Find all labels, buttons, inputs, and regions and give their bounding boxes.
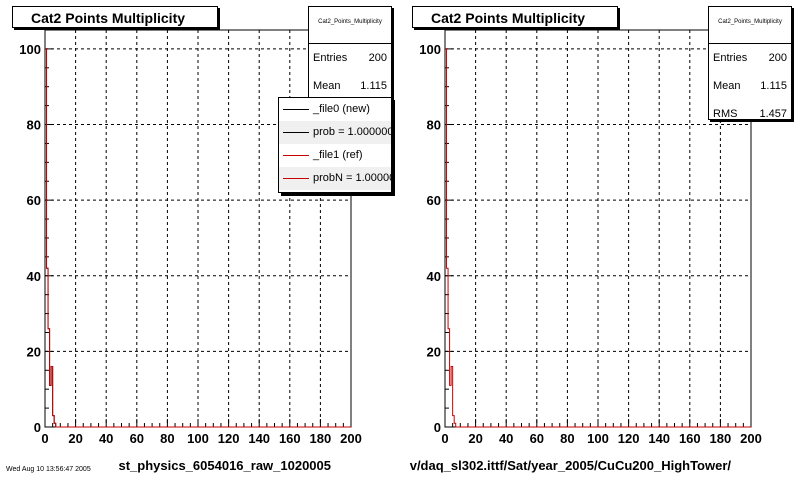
stat-name: RMS — [713, 108, 738, 120]
panel-2-stats-entries: Entries 200 — [709, 44, 791, 72]
panel-2-x-tick-label: 100 — [587, 431, 609, 446]
stat-name: Mean — [713, 80, 741, 92]
legend-item-file1: _file1 (ref) — [279, 144, 391, 167]
panel-1-x-tick-label: 60 — [130, 431, 144, 446]
panel-2-stats-rms: RMS 1.457 — [709, 100, 791, 128]
panel-2-title: Cat2 Points Multiplicity — [412, 6, 618, 28]
legend-item-probn: probN = 1.000000 — [279, 167, 391, 190]
panel-1-x-tick-label: 200 — [340, 431, 362, 446]
panel-1-x-tick-label: 180 — [310, 431, 332, 446]
panel-2-x-tick-label: 140 — [648, 431, 670, 446]
legend-line-black — [283, 132, 309, 133]
panel-2-x-tick-label: 180 — [710, 431, 732, 446]
panel-1-y-tick-label: 20 — [27, 344, 41, 359]
panel-1-x-tick-label: 140 — [248, 431, 270, 446]
panel-1-stats-mean: Mean 1.115 — [309, 72, 391, 100]
panel-1-x-tick-label: 120 — [218, 431, 240, 446]
panel-1-y-tick-label: 100 — [19, 42, 41, 57]
panel-2-title-text: Cat2 Points Multiplicity — [431, 10, 586, 26]
panel-1-y-tick-label: 80 — [27, 118, 41, 133]
panel-2-x-tick-label: 160 — [679, 431, 701, 446]
panel-2-stats-mean: Mean 1.115 — [709, 72, 791, 100]
panel-2-y-tick-label: 100 — [419, 42, 441, 57]
legend-item-prob: prob = 1.000000 — [279, 121, 391, 144]
stat-value: 200 — [768, 52, 787, 64]
panel-1-x-tick-label: 40 — [99, 431, 113, 446]
legend-line-black — [283, 109, 309, 110]
panel-2-stats-header: Cat2_Points_Multiplicity — [709, 7, 791, 44]
panel-1-x-tick-label: 20 — [68, 431, 82, 446]
legend-label: prob = 1.000000 — [313, 126, 392, 138]
panel-2-y-tick-label: 40 — [427, 269, 441, 284]
panel-1-x-tick-label: 100 — [187, 431, 209, 446]
panel-1-y-tick-label: 0 — [34, 420, 41, 435]
stat-name: Entries — [313, 52, 348, 64]
panel-2-y-tick-label: 0 — [434, 420, 441, 435]
stat-name: Mean — [313, 80, 341, 92]
panel-1-series-2-line — [45, 48, 351, 428]
panel-1-legend: _file0 (new) prob = 1.000000 _file1 (ref… — [278, 97, 392, 193]
stat-value: 1.115 — [360, 80, 387, 92]
panel-1-x-axis-label: st_physics_6054016_raw_1020005 — [118, 458, 331, 473]
panel-2-series-1-line — [445, 48, 751, 428]
stat-name: Entries — [713, 52, 748, 64]
panel-2-y-tick-label: 60 — [427, 193, 441, 208]
legend-label: _file1 (ref) — [313, 149, 363, 161]
panel-1-y-tick-label: 40 — [27, 269, 41, 284]
panel-2-x-tick-label: 0 — [441, 431, 448, 446]
stat-value: 1.115 — [760, 80, 787, 92]
stat-value: 1.457 — [759, 108, 787, 120]
stat-value: 200 — [368, 52, 387, 64]
panel-2-stats-box: Cat2_Points_Multiplicity Entries 200 Mea… — [708, 6, 792, 120]
panel-2-x-tick-label: 80 — [560, 431, 574, 446]
panel-1-stats-header: Cat2_Points_Multiplicity — [309, 7, 391, 44]
legend-item-file0: _file0 (new) — [279, 98, 391, 121]
legend-label: _file0 (new) — [313, 103, 370, 115]
panel-2-x-tick-label: 20 — [468, 431, 482, 446]
panel-1-stats-entries: Entries 200 — [309, 44, 391, 72]
legend-line-red — [283, 155, 309, 156]
panel-1-stats-box: Cat2_Points_Multiplicity Entries 200 Mea… — [308, 6, 392, 98]
panel-1-x-tick-label: 160 — [279, 431, 301, 446]
panel-1-x-tick-label: 0 — [41, 431, 48, 446]
panel-1-title: Cat2 Points Multiplicity — [12, 6, 218, 28]
panel-1-y-tick-label: 60 — [27, 193, 41, 208]
panel-1-title-text: Cat2 Points Multiplicity — [31, 10, 186, 26]
panel-2-x-tick-label: 120 — [618, 431, 640, 446]
panel-2-y-tick-label: 20 — [427, 344, 441, 359]
panel-2-x-axis-label: v/daq_sl302.ittf/Sat/year_2005/CuCu200_H… — [410, 458, 732, 473]
panel-2-y-tick-label: 80 — [427, 118, 441, 133]
legend-line-red — [283, 178, 309, 179]
panel-1-x-tick-label: 80 — [160, 431, 174, 446]
panel-2-x-tick-label: 40 — [499, 431, 513, 446]
legend-label: probN = 1.000000 — [313, 172, 391, 184]
timestamp: Wed Aug 10 13:56:47 2005 — [6, 466, 91, 473]
panel-2-x-tick-label: 60 — [530, 431, 544, 446]
panel-2-x-tick-label: 200 — [740, 431, 762, 446]
